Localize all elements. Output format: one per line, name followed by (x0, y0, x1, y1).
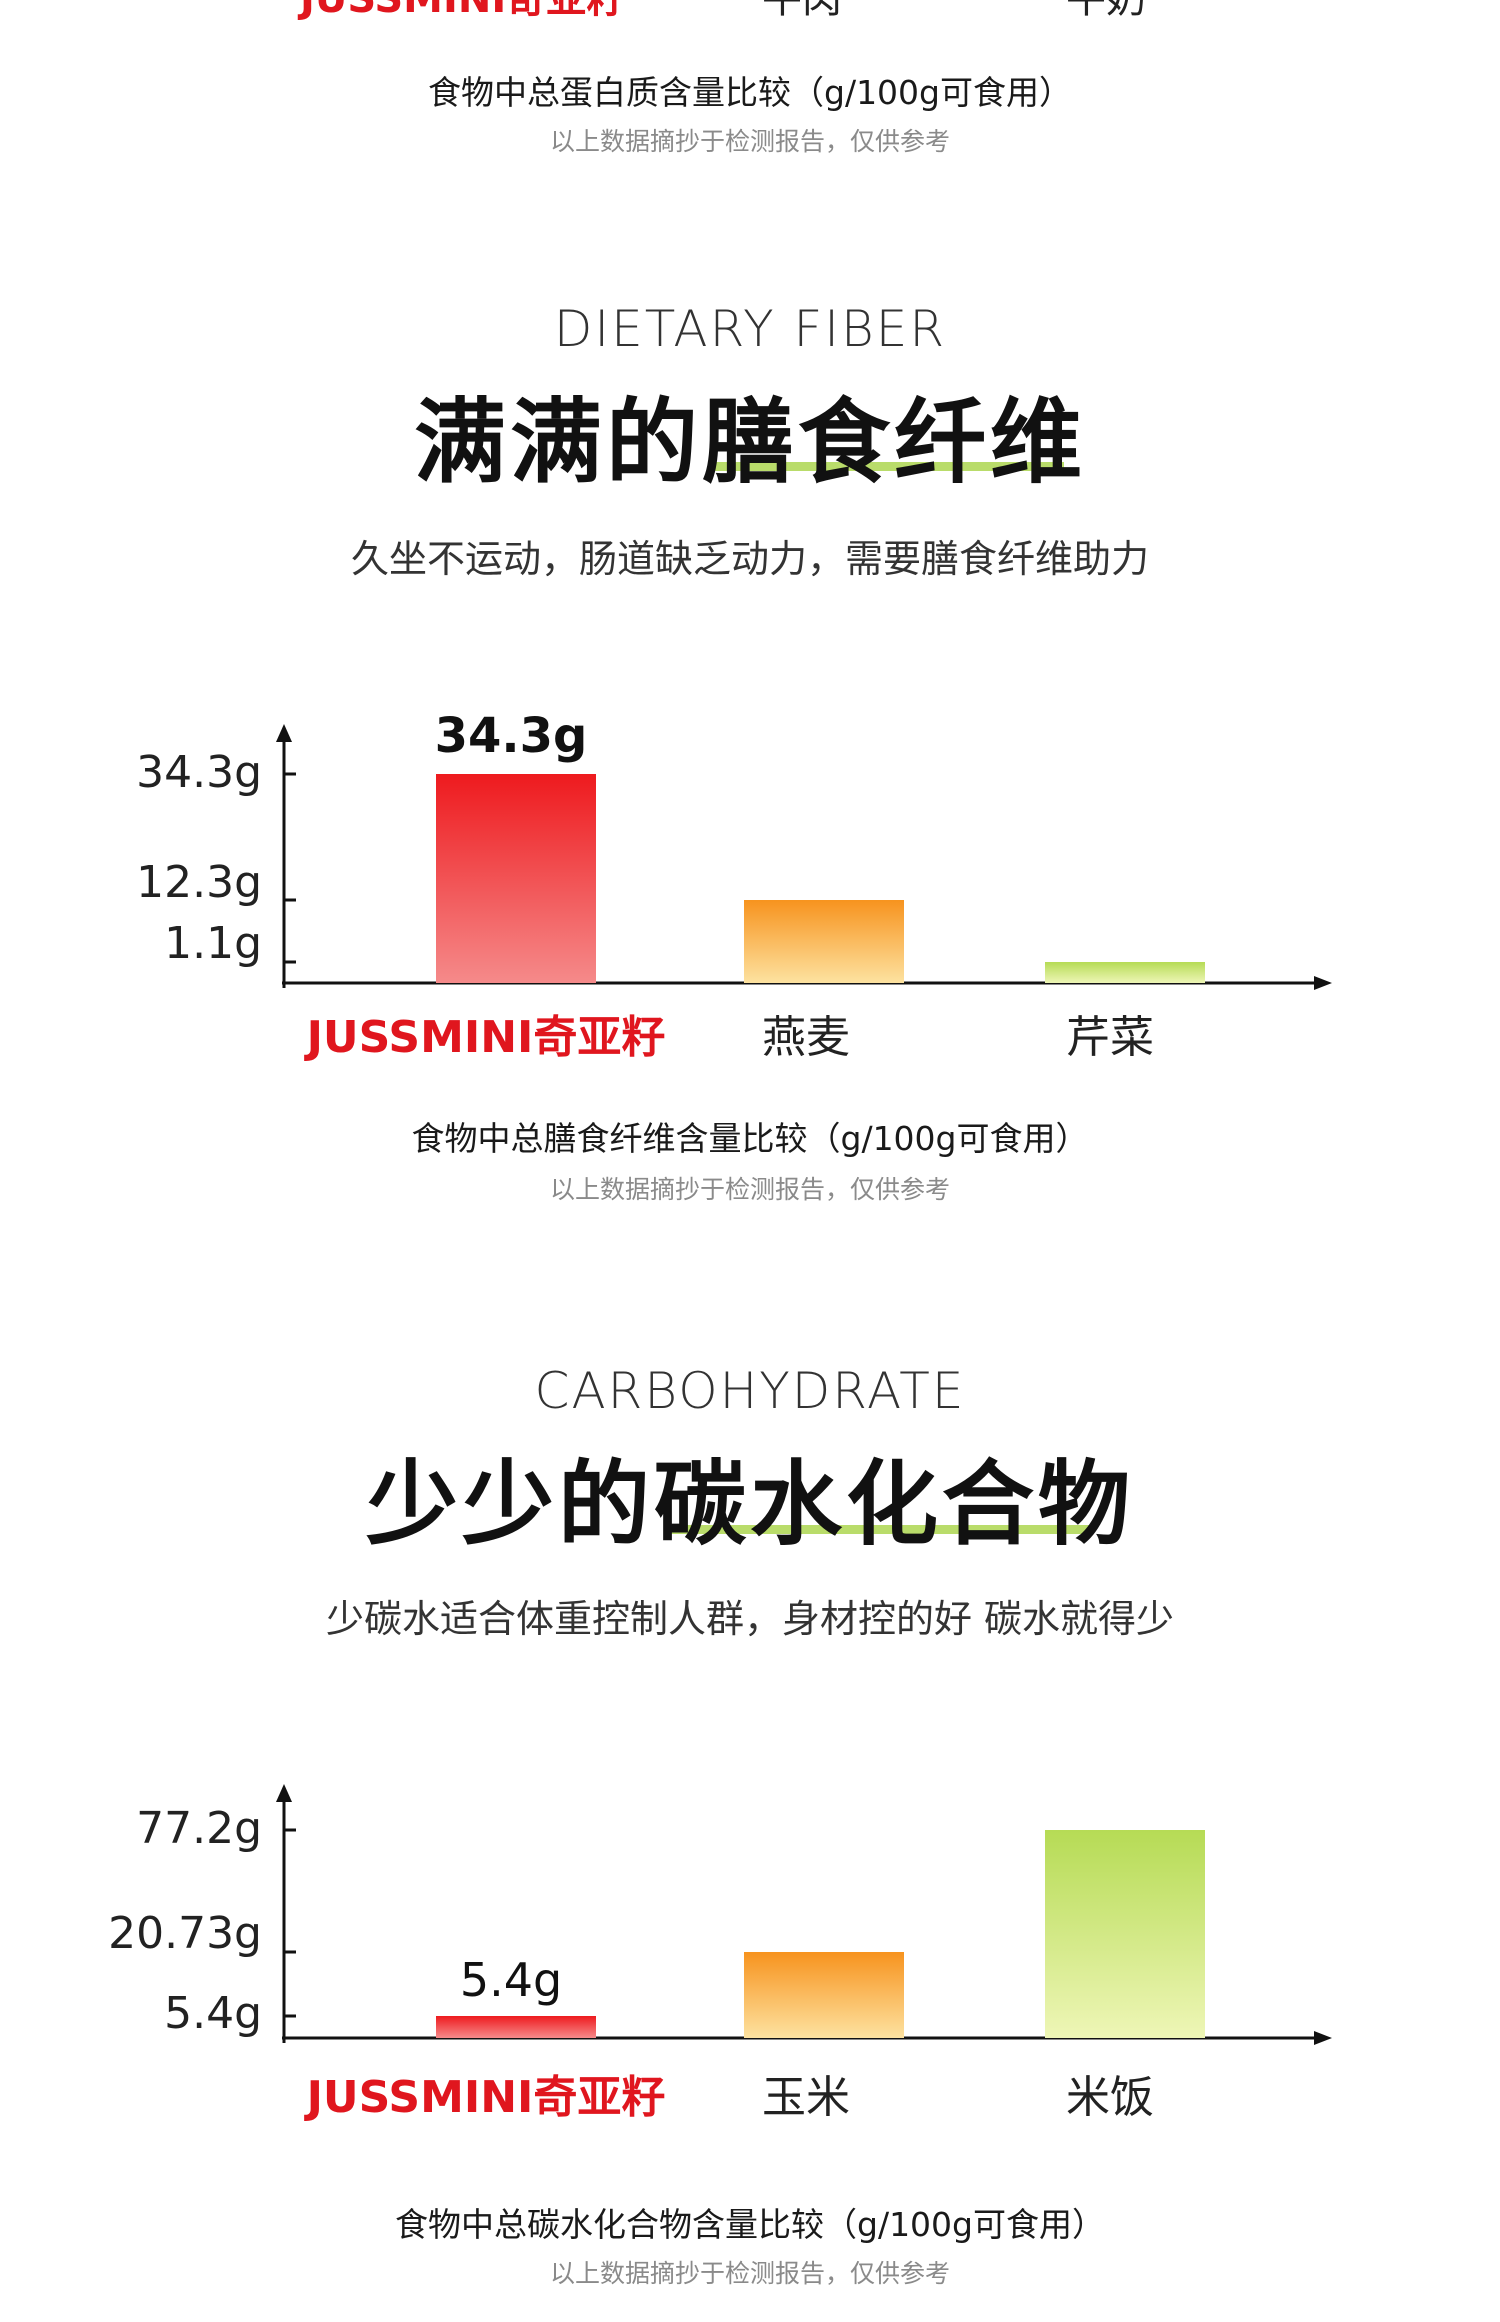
carb-bar-corn (744, 1952, 904, 2038)
carb-eng-title: CARBOHYDRATE (534, 1362, 966, 1420)
fiber-tick-label-0: 34.3g (136, 747, 262, 798)
carb-tick-label-0: 77.2g (136, 1803, 262, 1854)
carb-headline-highlight (666, 1525, 1090, 1534)
carb-note: 以上数据摘抄于检测报告，仅供参考 (549, 2259, 950, 2288)
top-caption: 食物中总蛋白质含量比较（g/100g可食用） (428, 73, 1072, 112)
fiber-y-axis-arrow (276, 724, 292, 742)
carb-category-rice: 米饭 (1066, 2072, 1154, 2123)
fiber-bar-brand (436, 774, 596, 983)
carb-y-axis-arrow (276, 1784, 292, 1802)
top-category-label-milk: 牛奶 (1066, 0, 1146, 24)
carb-subtitle: 少碳水适合体重控制人群，身材控的好 碳水就得少 (325, 1597, 1175, 1641)
fiber-subtitle: 久坐不运动，肠道缺乏动力，需要膳食纤维助力 (350, 537, 1149, 581)
fiber-category-oats: 燕麦 (762, 1012, 850, 1063)
fiber-bar-celery (1045, 962, 1205, 983)
fiber-tick-label-2: 1.1g (164, 918, 262, 969)
top-note: 以上数据摘抄于检测报告，仅供参考 (549, 127, 950, 156)
fiber-data-label-brand: 34.3g (435, 708, 588, 764)
fiber-chart: 34.3g 12.3g 1.1g 34.3g JUSSMINI奇亚籽 燕麦 芹菜 (136, 708, 1332, 1063)
fiber-bar-oats (744, 900, 904, 983)
carb-caption: 食物中总碳水化合物含量比较（g/100g可食用） (395, 2205, 1105, 2244)
carb-headline: 少少的碳水化合物 (365, 1451, 1134, 1558)
top-category-label-beef: 牛肉 (762, 0, 842, 24)
carb-data-label-brand: 5.4g (460, 1953, 562, 2007)
fiber-headline-highlight (712, 462, 1064, 471)
fiber-note: 以上数据摘抄于检测报告，仅供参考 (549, 1175, 950, 1204)
carb-chart: 77.2g 20.73g 5.4g 5.4g JUSSMINI奇亚籽 玉米 米饭 (108, 1784, 1332, 2123)
fiber-category-celery: 芹菜 (1066, 1012, 1154, 1063)
fiber-headline: 满满的膳食纤维 (413, 389, 1086, 496)
carb-tick-label-2: 5.4g (164, 1988, 262, 2039)
carb-tick-label-1: 20.73g (108, 1908, 262, 1959)
carb-category-brand: JUSSMINI奇亚籽 (304, 2072, 666, 2123)
carb-bar-brand (436, 2016, 596, 2038)
fiber-tick-label-1: 12.3g (136, 857, 262, 908)
fiber-category-brand: JUSSMINI奇亚籽 (304, 1012, 666, 1063)
carb-bar-rice (1045, 1830, 1205, 2038)
fiber-x-axis-arrow (1314, 976, 1332, 990)
fiber-caption: 食物中总膳食纤维含量比较（g/100g可食用） (411, 1119, 1089, 1158)
carb-x-axis-arrow (1314, 2031, 1332, 2045)
top-category-label-brand: JUSSMINI奇亚籽 (300, 0, 626, 24)
fiber-eng-title: DIETARY FIBER (553, 300, 947, 358)
carb-category-corn: 玉米 (762, 2072, 850, 2123)
